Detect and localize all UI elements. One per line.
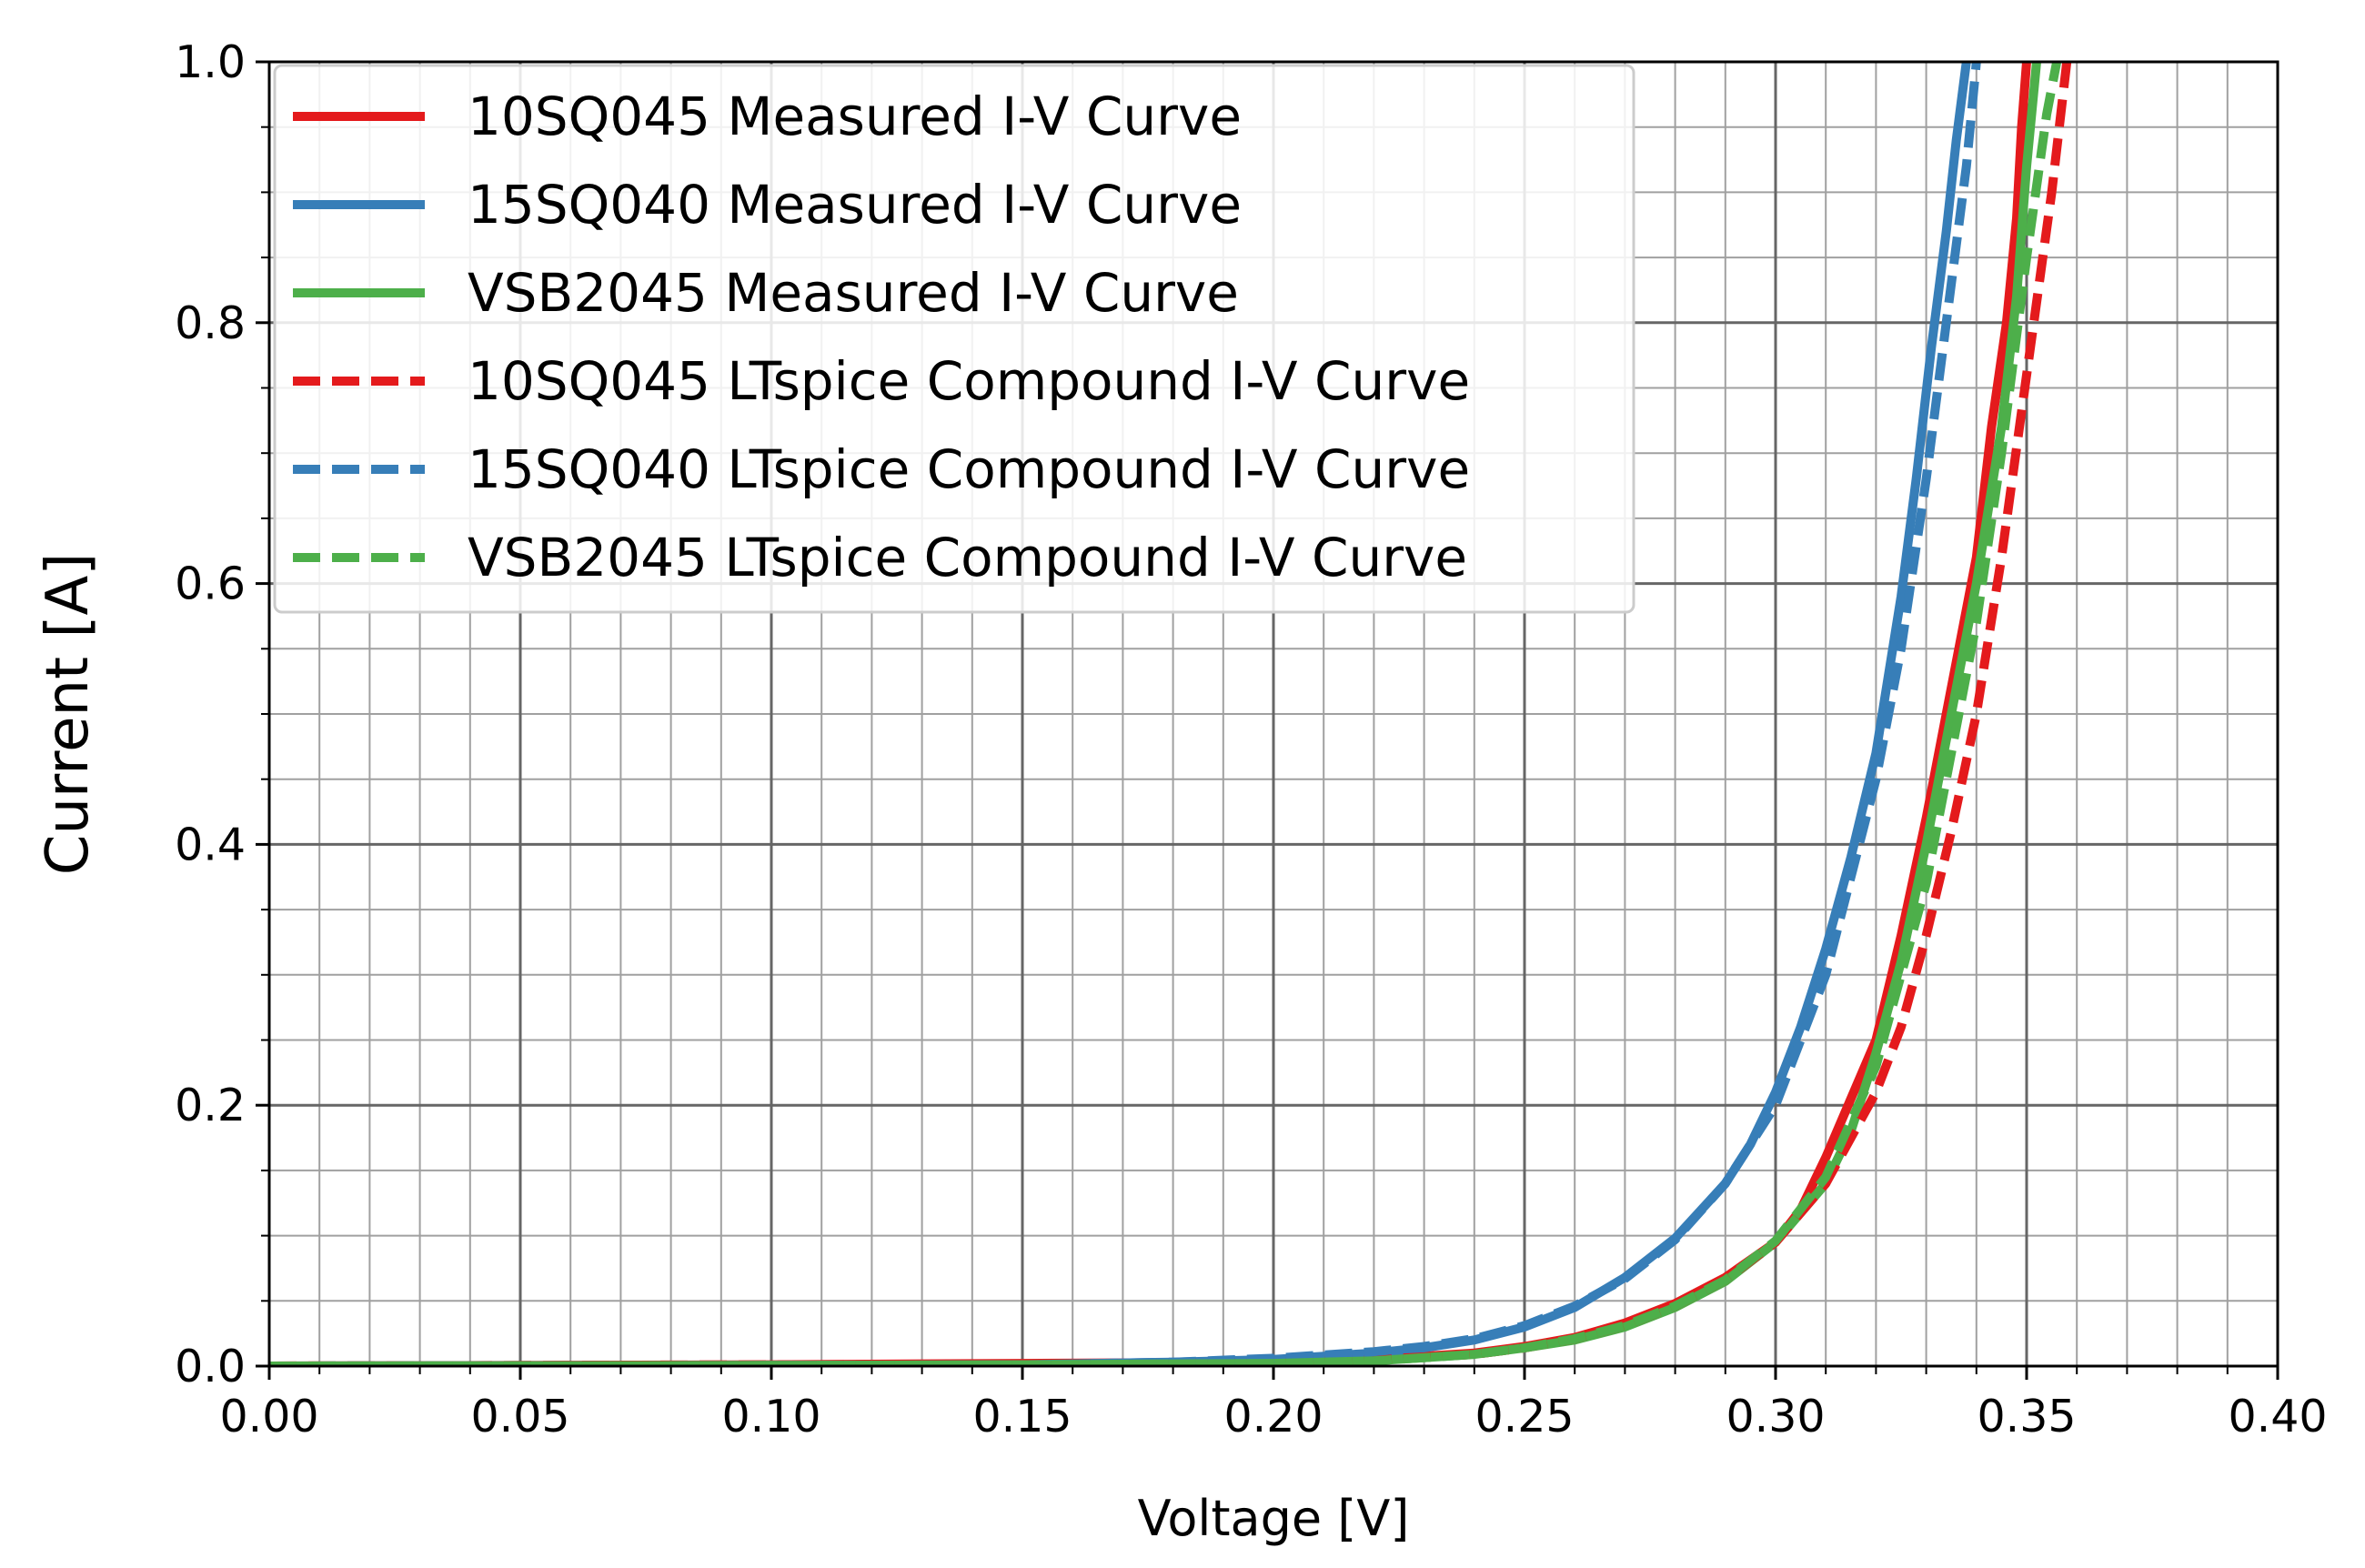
y-tick-labels: 0.0 0.2 0.4 0.6 0.8 1.0 [175,36,246,1392]
y-tick-label: 1.0 [175,36,246,88]
legend-label: 10SQ045 LTspice Compound I-V Curve [468,350,1470,412]
legend-label: 10SQ045 Measured I-V Curve [468,85,1242,147]
legend-label: VSB2045 Measured I-V Curve [468,262,1239,324]
x-tick-label: 0.05 [470,1391,569,1442]
x-tick-label: 0.20 [1223,1391,1323,1442]
x-tick-label: 0.40 [2228,1391,2327,1442]
x-tick-label: 0.00 [219,1391,318,1442]
x-tick-label: 0.10 [721,1391,820,1442]
legend-box [273,64,1635,614]
y-axis-label: Current [A] [35,553,102,875]
x-axis-label: Voltage [V] [1138,1490,1410,1547]
legend-label: VSB2045 LTspice Compound I-V Curve [468,527,1467,588]
legend-label: 15SQ040 LTspice Compound I-V Curve [468,438,1470,500]
legend: 10SQ045 Measured I-V Curve 15SQ040 Measur… [273,64,1635,614]
y-tick-label: 0.6 [175,558,246,610]
x-tick-label: 0.25 [1474,1391,1574,1442]
legend-label: 15SQ040 Measured I-V Curve [468,174,1242,236]
x-tick-label: 0.35 [1977,1391,2076,1442]
y-tick-label: 0.4 [175,819,246,870]
y-tick-label: 0.2 [175,1080,246,1131]
x-tick-label: 0.15 [972,1391,1072,1442]
x-tick-label: 0.30 [1726,1391,1825,1442]
y-tick-label: 0.8 [175,297,246,349]
x-tick-labels: 0.00 0.05 0.10 0.15 0.20 0.25 0.30 0.35 0.40 [219,1391,2327,1442]
series-layer [269,62,2072,1366]
series-line-5 [269,62,1981,1366]
series-line-6 [269,62,2062,1366]
axis-ticks [256,60,2279,1380]
y-tick-label: 0.0 [175,1341,246,1392]
